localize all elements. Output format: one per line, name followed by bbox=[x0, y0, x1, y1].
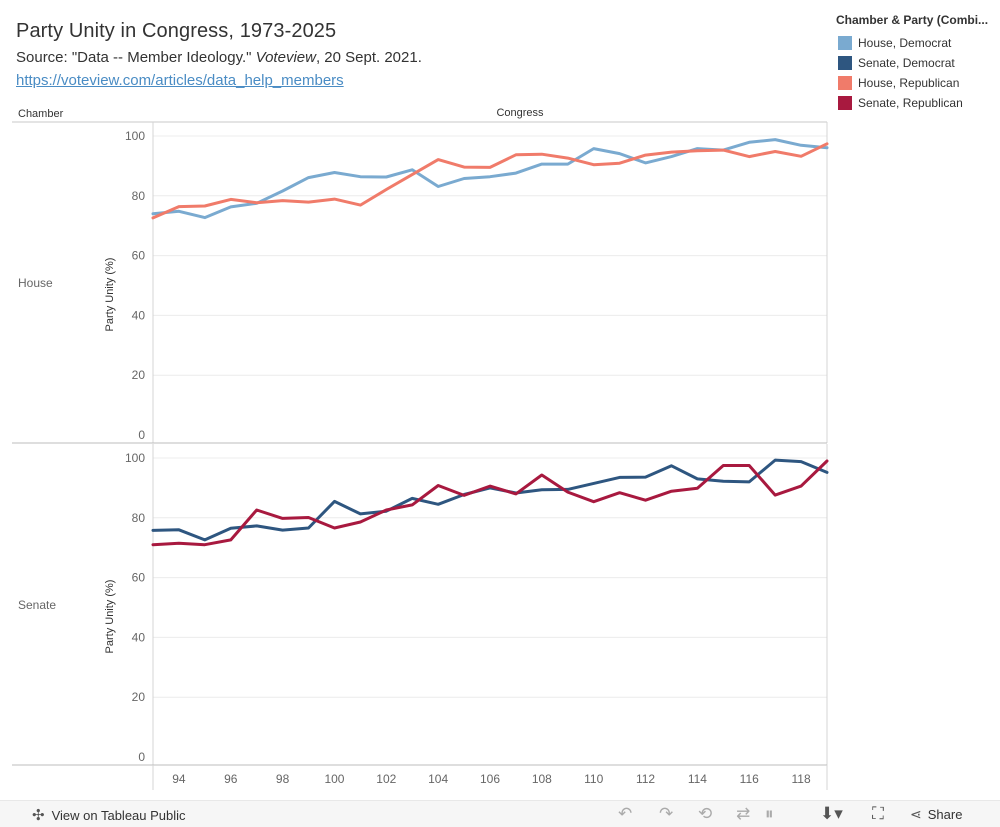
view-on-tableau-label: View on Tableau Public bbox=[51, 807, 186, 823]
legend-swatch bbox=[838, 76, 852, 90]
x-tick-label: 102 bbox=[376, 772, 396, 786]
x-tick-label: 96 bbox=[224, 772, 238, 786]
row-label-house: House bbox=[18, 276, 53, 290]
legend-label: Senate, Republican bbox=[858, 96, 963, 110]
x-tick-label: 110 bbox=[584, 772, 603, 786]
y-tick-label: 20 bbox=[132, 368, 146, 382]
tableau-logo-icon: ✣ bbox=[32, 807, 45, 824]
x-tick-label: 104 bbox=[428, 772, 448, 786]
share-label: Share bbox=[927, 807, 963, 822]
legend-swatch bbox=[838, 96, 852, 110]
x-tick-label: 112 bbox=[636, 772, 655, 786]
column-header-congress: Congress bbox=[496, 107, 544, 119]
x-tick-label: 98 bbox=[276, 772, 290, 786]
redo-icon[interactable]: ↷ bbox=[659, 804, 674, 823]
series-line-senate-democrat bbox=[151, 458, 829, 542]
legend-swatch bbox=[838, 36, 852, 50]
y-tick-label: 60 bbox=[132, 571, 146, 585]
pause-icon[interactable]: ⏸ bbox=[765, 804, 774, 823]
x-tick-label: 94 bbox=[172, 772, 186, 786]
legend-item-house-democrat[interactable]: House, Democrat bbox=[836, 33, 996, 53]
y-tick-label: 0 bbox=[138, 750, 145, 764]
share-button[interactable]: ⋖ Share bbox=[910, 806, 962, 823]
y-tick-label: 100 bbox=[125, 451, 145, 465]
y-tick-label: 80 bbox=[132, 511, 146, 525]
x-tick-label: 100 bbox=[324, 772, 344, 786]
y-tick-label: 80 bbox=[132, 189, 146, 203]
row-label-senate: Senate bbox=[18, 598, 56, 612]
download-icon[interactable]: ⬇▾ bbox=[820, 804, 843, 823]
source-date: , 20 Sept. 2021. bbox=[315, 49, 422, 66]
legend-swatch bbox=[838, 56, 852, 70]
source-citation: Source: "Data -- Member Ideology." Votev… bbox=[16, 49, 422, 66]
series-line-house-republican bbox=[151, 142, 829, 220]
y-tick-label: 60 bbox=[132, 249, 146, 263]
legend: Chamber & Party (Combi... House, Democra… bbox=[836, 13, 996, 113]
legend-label: House, Republican bbox=[858, 76, 960, 90]
x-tick-label: 116 bbox=[740, 772, 759, 786]
x-tick-label: 118 bbox=[792, 772, 811, 786]
tableau-toolbar: ✣ View on Tableau Public ↶ ↷ ⟲ ⇄ ⏸ ⬇▾ ⛶ … bbox=[0, 800, 1000, 827]
y-axis-title: Party Unity (%) bbox=[104, 258, 116, 332]
share-icon: ⋖ bbox=[910, 806, 922, 822]
legend-label: Senate, Democrat bbox=[858, 56, 955, 70]
y-tick-label: 40 bbox=[132, 308, 146, 322]
source-publication: Voteview bbox=[255, 49, 316, 66]
page-title: Party Unity in Congress, 1973-2025 bbox=[16, 20, 337, 42]
legend-label: House, Democrat bbox=[858, 36, 952, 50]
legend-item-senate-democrat[interactable]: Senate, Democrat bbox=[836, 53, 996, 73]
legend-item-senate-republican[interactable]: Senate, Republican bbox=[836, 93, 996, 113]
undo-icon[interactable]: ↶ bbox=[618, 804, 633, 823]
y-tick-label: 100 bbox=[125, 129, 145, 143]
x-tick-label: 108 bbox=[532, 772, 552, 786]
series-line-senate-republican bbox=[151, 459, 829, 547]
x-tick-label: 106 bbox=[480, 772, 500, 786]
legend-item-house-republican[interactable]: House, Republican bbox=[836, 73, 996, 93]
column-header-chamber: Chamber bbox=[18, 108, 64, 120]
y-tick-label: 40 bbox=[132, 630, 146, 644]
fullscreen-icon[interactable]: ⛶ bbox=[872, 804, 884, 823]
y-tick-label: 20 bbox=[132, 690, 146, 704]
view-on-tableau-button[interactable]: ✣ View on Tableau Public bbox=[32, 806, 186, 824]
chart-area: Chamber Congress 0 20 40 60 80 100 House Party Un… bbox=[12, 107, 829, 790]
y-axis-title: Party Unity (%) bbox=[104, 580, 116, 654]
y-tick-label: 0 bbox=[138, 428, 145, 442]
refresh-icon[interactable]: ⇄ bbox=[736, 804, 751, 823]
legend-title[interactable]: Chamber & Party (Combi... bbox=[836, 13, 989, 27]
source-prefix: Source: "Data -- Member Ideology." bbox=[16, 49, 256, 66]
x-tick-label: 114 bbox=[688, 772, 707, 786]
revert-icon[interactable]: ⟲ bbox=[698, 804, 713, 823]
source-link[interactable]: https://voteview.com/articles/data_help_… bbox=[16, 72, 344, 89]
